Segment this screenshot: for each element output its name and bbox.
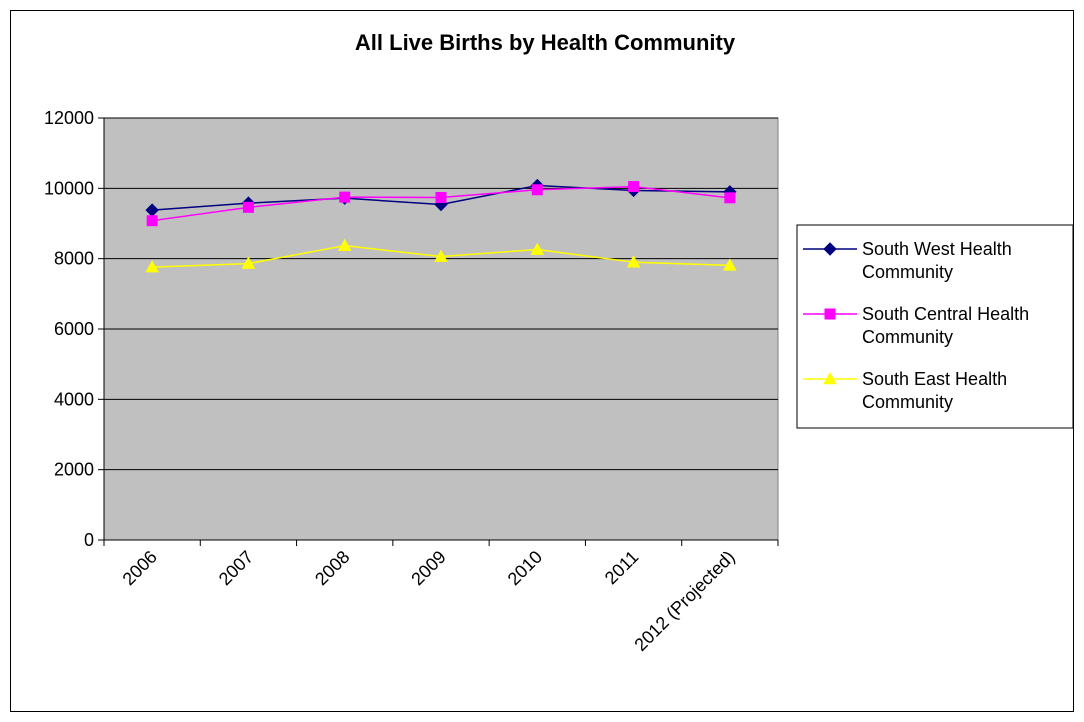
legend-box (796, 224, 1074, 429)
legend-label: Community (862, 262, 953, 282)
legend: South West Health Community South Central … (796, 224, 1074, 429)
data-point (724, 192, 736, 204)
chart-title: All Live Births by Health Community (355, 30, 736, 55)
series-group (145, 238, 737, 273)
data-point (146, 215, 158, 227)
x-tick-label: 2007 (215, 547, 257, 589)
x-tick-label: 2012 (Projected) (630, 547, 738, 655)
x-tick-label: 2006 (119, 547, 161, 589)
legend-marker (823, 242, 837, 256)
y-tick-label: 0 (84, 530, 94, 550)
x-tick-label: 2010 (504, 547, 546, 589)
y-tick-label: 10000 (44, 178, 94, 198)
data-point (435, 191, 447, 203)
data-point (337, 238, 352, 251)
y-tick-label: 6000 (54, 319, 94, 339)
data-point (626, 255, 641, 268)
series-group (146, 181, 736, 227)
y-tick-label: 4000 (54, 389, 94, 409)
data-point (242, 201, 254, 213)
x-tick-label: 2009 (407, 547, 449, 589)
legend-marker (824, 308, 836, 320)
legend-label: South East Health (862, 369, 1007, 389)
legend-label: Community (862, 392, 953, 412)
series-layer (145, 178, 737, 273)
gridlines (104, 117, 778, 471)
y-tick-label: 12000 (44, 108, 94, 128)
data-point (434, 249, 448, 262)
data-point (339, 191, 351, 203)
data-point (723, 258, 737, 271)
legend-label: Community (862, 327, 953, 347)
legend-marker (823, 371, 837, 385)
data-point (531, 184, 543, 196)
y-tick-label: 2000 (54, 460, 94, 480)
data-point (145, 260, 159, 273)
data-point (530, 242, 545, 255)
legend-label: South Central Health (862, 304, 1029, 324)
legend-label: South West Health (862, 239, 1012, 259)
x-tick-label: 2008 (311, 547, 353, 589)
y-tick-label: 8000 (54, 249, 94, 269)
x-tick-label: 2011 (601, 547, 643, 589)
data-point (241, 256, 256, 269)
data-point (628, 181, 640, 193)
